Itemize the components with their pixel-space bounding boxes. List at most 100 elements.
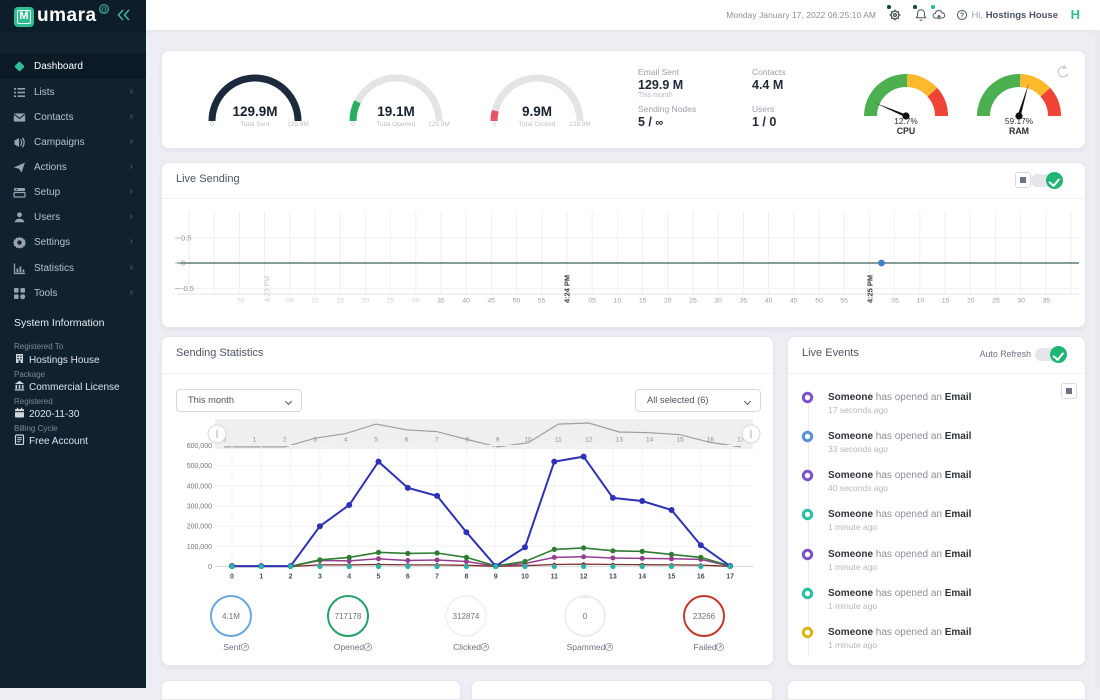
svg-text:3: 3 (318, 574, 322, 581)
svg-text:25: 25 (387, 298, 395, 305)
svg-text:4:25 PM: 4:25 PM (866, 275, 875, 303)
svg-text:12.7%: 12.7% (894, 116, 918, 126)
svg-text:40: 40 (765, 298, 773, 305)
svg-text:55: 55 (538, 298, 546, 305)
svg-text:0: 0 (492, 121, 496, 128)
svg-text:4:23 PM: 4:23 PM (265, 276, 272, 302)
svg-text:15: 15 (639, 298, 647, 305)
svg-text:1: 1 (253, 437, 257, 444)
svg-text:6: 6 (405, 437, 409, 444)
svg-text:0.5: 0.5 (181, 234, 191, 243)
svg-text:30: 30 (412, 298, 420, 305)
svg-text:129.9M: 129.9M (569, 121, 591, 128)
svg-text:10: 10 (311, 298, 319, 305)
svg-text:5: 5 (374, 437, 378, 444)
svg-text:129.9M: 129.9M (287, 121, 309, 128)
svg-text:2: 2 (289, 574, 293, 581)
svg-text:50: 50 (513, 298, 521, 305)
svg-text:30: 30 (1017, 298, 1025, 305)
svg-text:11: 11 (555, 437, 562, 444)
svg-text:129.9M: 129.9M (232, 104, 277, 119)
svg-text:RAM: RAM (1009, 126, 1029, 136)
svg-text:35: 35 (740, 298, 748, 305)
svg-text:35: 35 (1043, 298, 1051, 305)
svg-text:14: 14 (646, 437, 654, 444)
svg-text:0: 0 (210, 121, 214, 128)
svg-text:3: 3 (313, 437, 317, 444)
svg-text:717178: 717178 (335, 612, 362, 621)
svg-text:CPU: CPU (897, 126, 916, 136)
svg-text:4: 4 (347, 574, 351, 581)
svg-text:05: 05 (891, 298, 899, 305)
svg-text:0: 0 (583, 612, 588, 621)
svg-text:15: 15 (668, 574, 676, 581)
svg-text:0: 0 (208, 564, 212, 571)
svg-text:17: 17 (726, 574, 734, 581)
svg-text:500,000: 500,000 (187, 463, 212, 470)
svg-text:9: 9 (496, 437, 500, 444)
svg-text:13: 13 (616, 437, 624, 444)
svg-text:45: 45 (488, 298, 496, 305)
svg-text:?: ? (960, 12, 964, 19)
svg-text:Total Opened: Total Opened (377, 121, 416, 128)
svg-text:Sent: Sent (223, 642, 241, 652)
svg-text:19.1M: 19.1M (377, 104, 415, 119)
svg-text:Opened: Opened (334, 642, 365, 652)
svg-text:12: 12 (585, 437, 593, 444)
svg-text:40: 40 (462, 298, 470, 305)
svg-text:05: 05 (286, 298, 294, 305)
svg-text:15: 15 (336, 298, 344, 305)
svg-text:Total Sent: Total Sent (241, 121, 270, 128)
svg-text:7: 7 (435, 437, 439, 444)
svg-text:5: 5 (377, 574, 381, 581)
svg-text:23266: 23266 (693, 612, 716, 621)
svg-text:12: 12 (580, 574, 588, 581)
svg-text:20: 20 (362, 298, 370, 305)
svg-text:400,000: 400,000 (187, 483, 212, 490)
svg-text:45: 45 (790, 298, 798, 305)
svg-text:25: 25 (992, 298, 1000, 305)
svg-text:0: 0 (181, 259, 185, 268)
svg-text:20: 20 (967, 298, 975, 305)
svg-text:7: 7 (435, 574, 439, 581)
svg-text:17: 17 (737, 437, 745, 444)
svg-text:2: 2 (283, 437, 287, 444)
svg-text:10: 10 (614, 298, 622, 305)
svg-text:100,000: 100,000 (187, 544, 212, 551)
svg-text:30: 30 (714, 298, 722, 305)
svg-text:59.17%: 59.17% (1005, 116, 1034, 126)
svg-text:Total Clicked: Total Clicked (519, 121, 556, 128)
svg-text:Clicked: Clicked (453, 642, 481, 652)
svg-text:25: 25 (689, 298, 697, 305)
svg-text:Failed: Failed (693, 642, 716, 652)
svg-text:14: 14 (638, 574, 646, 581)
svg-text:129.9M: 129.9M (428, 121, 450, 128)
svg-text:9.9M: 9.9M (522, 104, 552, 119)
svg-text:16: 16 (707, 437, 715, 444)
svg-text:35: 35 (437, 298, 445, 305)
svg-text:0: 0 (230, 574, 234, 581)
svg-text:20: 20 (664, 298, 672, 305)
svg-text:55: 55 (237, 298, 245, 305)
svg-text:4: 4 (344, 437, 348, 444)
svg-text:600,000: 600,000 (187, 443, 212, 450)
svg-text:6: 6 (406, 574, 410, 581)
svg-text:13: 13 (609, 574, 617, 581)
svg-text:9: 9 (494, 574, 498, 581)
svg-text:8: 8 (465, 437, 469, 444)
svg-text:10: 10 (917, 298, 925, 305)
svg-text:4.1M: 4.1M (222, 612, 240, 621)
svg-text:8: 8 (464, 574, 468, 581)
svg-text:4:24 PM: 4:24 PM (563, 275, 572, 303)
svg-text:Spammed: Spammed (567, 642, 606, 652)
svg-text:55: 55 (840, 298, 848, 305)
svg-text:50: 50 (815, 298, 823, 305)
svg-text:300,000: 300,000 (187, 504, 212, 511)
svg-text:15: 15 (942, 298, 950, 305)
svg-text:0: 0 (351, 121, 355, 128)
svg-text:11: 11 (551, 574, 559, 581)
svg-text:10: 10 (524, 437, 532, 444)
svg-text:16: 16 (697, 574, 705, 581)
svg-text:05: 05 (588, 298, 596, 305)
svg-text:-0.5: -0.5 (181, 284, 194, 293)
